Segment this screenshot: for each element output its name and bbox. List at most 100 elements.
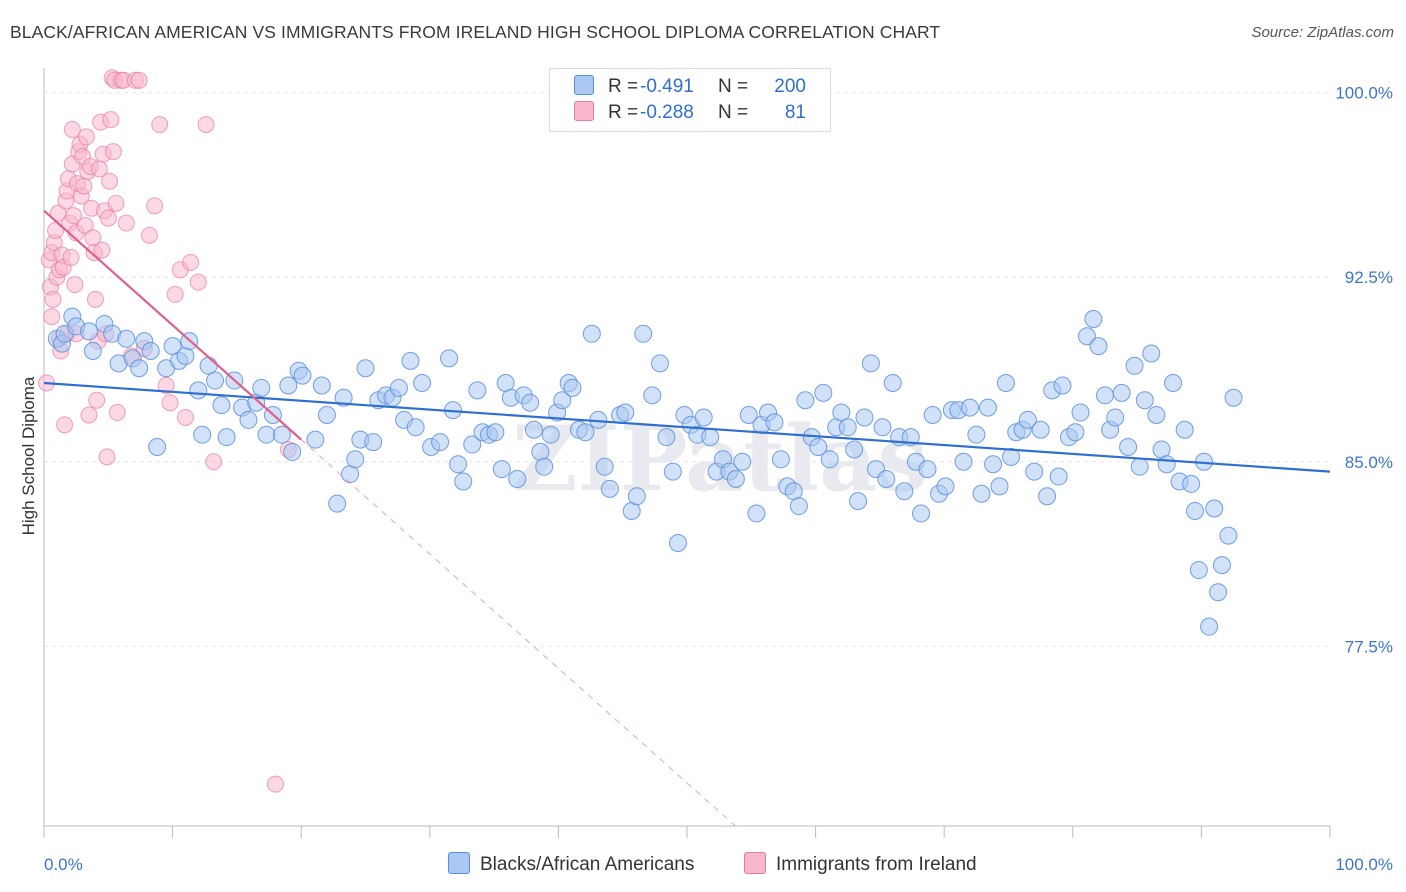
ireland-point: [107, 194, 125, 212]
black-point: [130, 359, 149, 378]
legend-r-label: R =: [608, 102, 639, 123]
trend-lines: [43, 209, 1331, 827]
black-point: [918, 460, 937, 479]
black-point: [877, 469, 896, 488]
black-point: [492, 460, 511, 479]
y-tick-label: 77.5%: [1345, 637, 1393, 656]
black-point: [1142, 344, 1161, 363]
black-point: [1031, 420, 1050, 439]
legend-r-value: -0.288: [640, 102, 694, 123]
black-point: [293, 366, 312, 385]
black-point: [217, 428, 236, 447]
black-point: [553, 391, 572, 410]
ireland-point: [189, 273, 207, 291]
ireland-point: [75, 177, 93, 195]
black-point: [1018, 410, 1037, 429]
black-point: [454, 472, 473, 491]
x-tick-label-max: 100.0%: [1335, 855, 1393, 874]
bottom-legend-label-black: Blacks/African Americans: [480, 854, 695, 875]
bottom-legend-ireland: Immigrants from Ireland: [744, 852, 977, 876]
black-point: [563, 378, 582, 397]
black-point: [733, 452, 752, 471]
black-point: [306, 430, 325, 449]
ireland-point: [166, 285, 184, 303]
black-point: [600, 479, 619, 498]
black-point: [117, 329, 136, 348]
legend-r-label: R =: [608, 76, 639, 97]
black-point: [257, 425, 276, 444]
legend-r-value: -0.491: [640, 76, 694, 97]
black-point: [650, 354, 669, 373]
black-point: [1112, 383, 1131, 402]
black-point: [960, 398, 979, 417]
black-point: [643, 386, 662, 405]
black-point: [1066, 423, 1085, 442]
black-point: [440, 349, 459, 368]
black-point: [972, 484, 991, 503]
ireland-point: [266, 775, 284, 793]
black-point: [663, 462, 682, 481]
black-point: [923, 406, 942, 425]
ireland-point: [104, 143, 122, 161]
black-point: [726, 469, 745, 488]
black-point: [83, 342, 102, 361]
black-point: [541, 425, 560, 444]
black-point: [212, 396, 231, 415]
x-ticks: [43, 826, 1331, 838]
ireland-trend-line: [43, 209, 302, 441]
black-point: [1147, 406, 1166, 425]
y-axis-label: High School Diploma: [19, 376, 38, 535]
black-point: [1071, 403, 1090, 422]
black-point: [1175, 420, 1194, 439]
source-label: Source: ZipAtlas.com: [1251, 24, 1394, 41]
ireland-point: [157, 376, 175, 394]
y-tick-label: 85.0%: [1345, 453, 1393, 472]
black-point: [524, 420, 543, 439]
ireland-point: [205, 453, 223, 471]
black-point: [1219, 526, 1238, 545]
bottom-legend-black: Blacks/African Americans: [448, 852, 694, 876]
black-point: [334, 388, 353, 407]
black-point: [239, 410, 258, 429]
ireland-point: [146, 197, 164, 215]
ireland-point: [108, 404, 126, 422]
black-point: [1182, 474, 1201, 493]
ireland-point: [56, 416, 74, 434]
ireland-point: [63, 121, 81, 139]
black-point: [861, 354, 880, 373]
ireland-point: [43, 308, 61, 326]
black-point: [1157, 455, 1176, 474]
black-point: [634, 324, 653, 343]
ireland-point: [117, 214, 135, 232]
black-point: [463, 435, 482, 454]
legend-n-label: N =: [718, 102, 749, 123]
ireland-point: [197, 116, 215, 134]
legend-n-label: N =: [718, 76, 749, 97]
black-point: [1224, 388, 1243, 407]
black-point: [765, 413, 784, 432]
black-point: [838, 418, 857, 437]
black-point: [535, 457, 554, 476]
black-point: [141, 342, 160, 361]
black-point: [936, 477, 955, 496]
ireland-point: [151, 116, 169, 134]
black-point: [771, 450, 790, 469]
black-trend-line: [43, 381, 1331, 473]
ireland-point: [130, 71, 148, 89]
bottom-legend-swatch-blue: [448, 852, 470, 874]
black-point: [820, 450, 839, 469]
black-point: [1164, 374, 1183, 393]
legend-n-value: 81: [784, 102, 806, 123]
y-tick-labels: 77.5% 85.0% 92.5% 100.0%: [1335, 84, 1393, 657]
black-point: [312, 376, 331, 395]
black-point: [176, 346, 195, 365]
ireland-points: [38, 69, 297, 793]
black-point: [873, 418, 892, 437]
black-point: [616, 403, 635, 422]
black-point: [576, 423, 595, 442]
black-point: [346, 450, 365, 469]
black-point: [789, 497, 808, 516]
black-point: [189, 381, 208, 400]
ireland-trend-extension: [300, 439, 736, 827]
correlation-legend: R =-0.491 N = 200 R =-0.288 N = 81: [549, 68, 831, 132]
